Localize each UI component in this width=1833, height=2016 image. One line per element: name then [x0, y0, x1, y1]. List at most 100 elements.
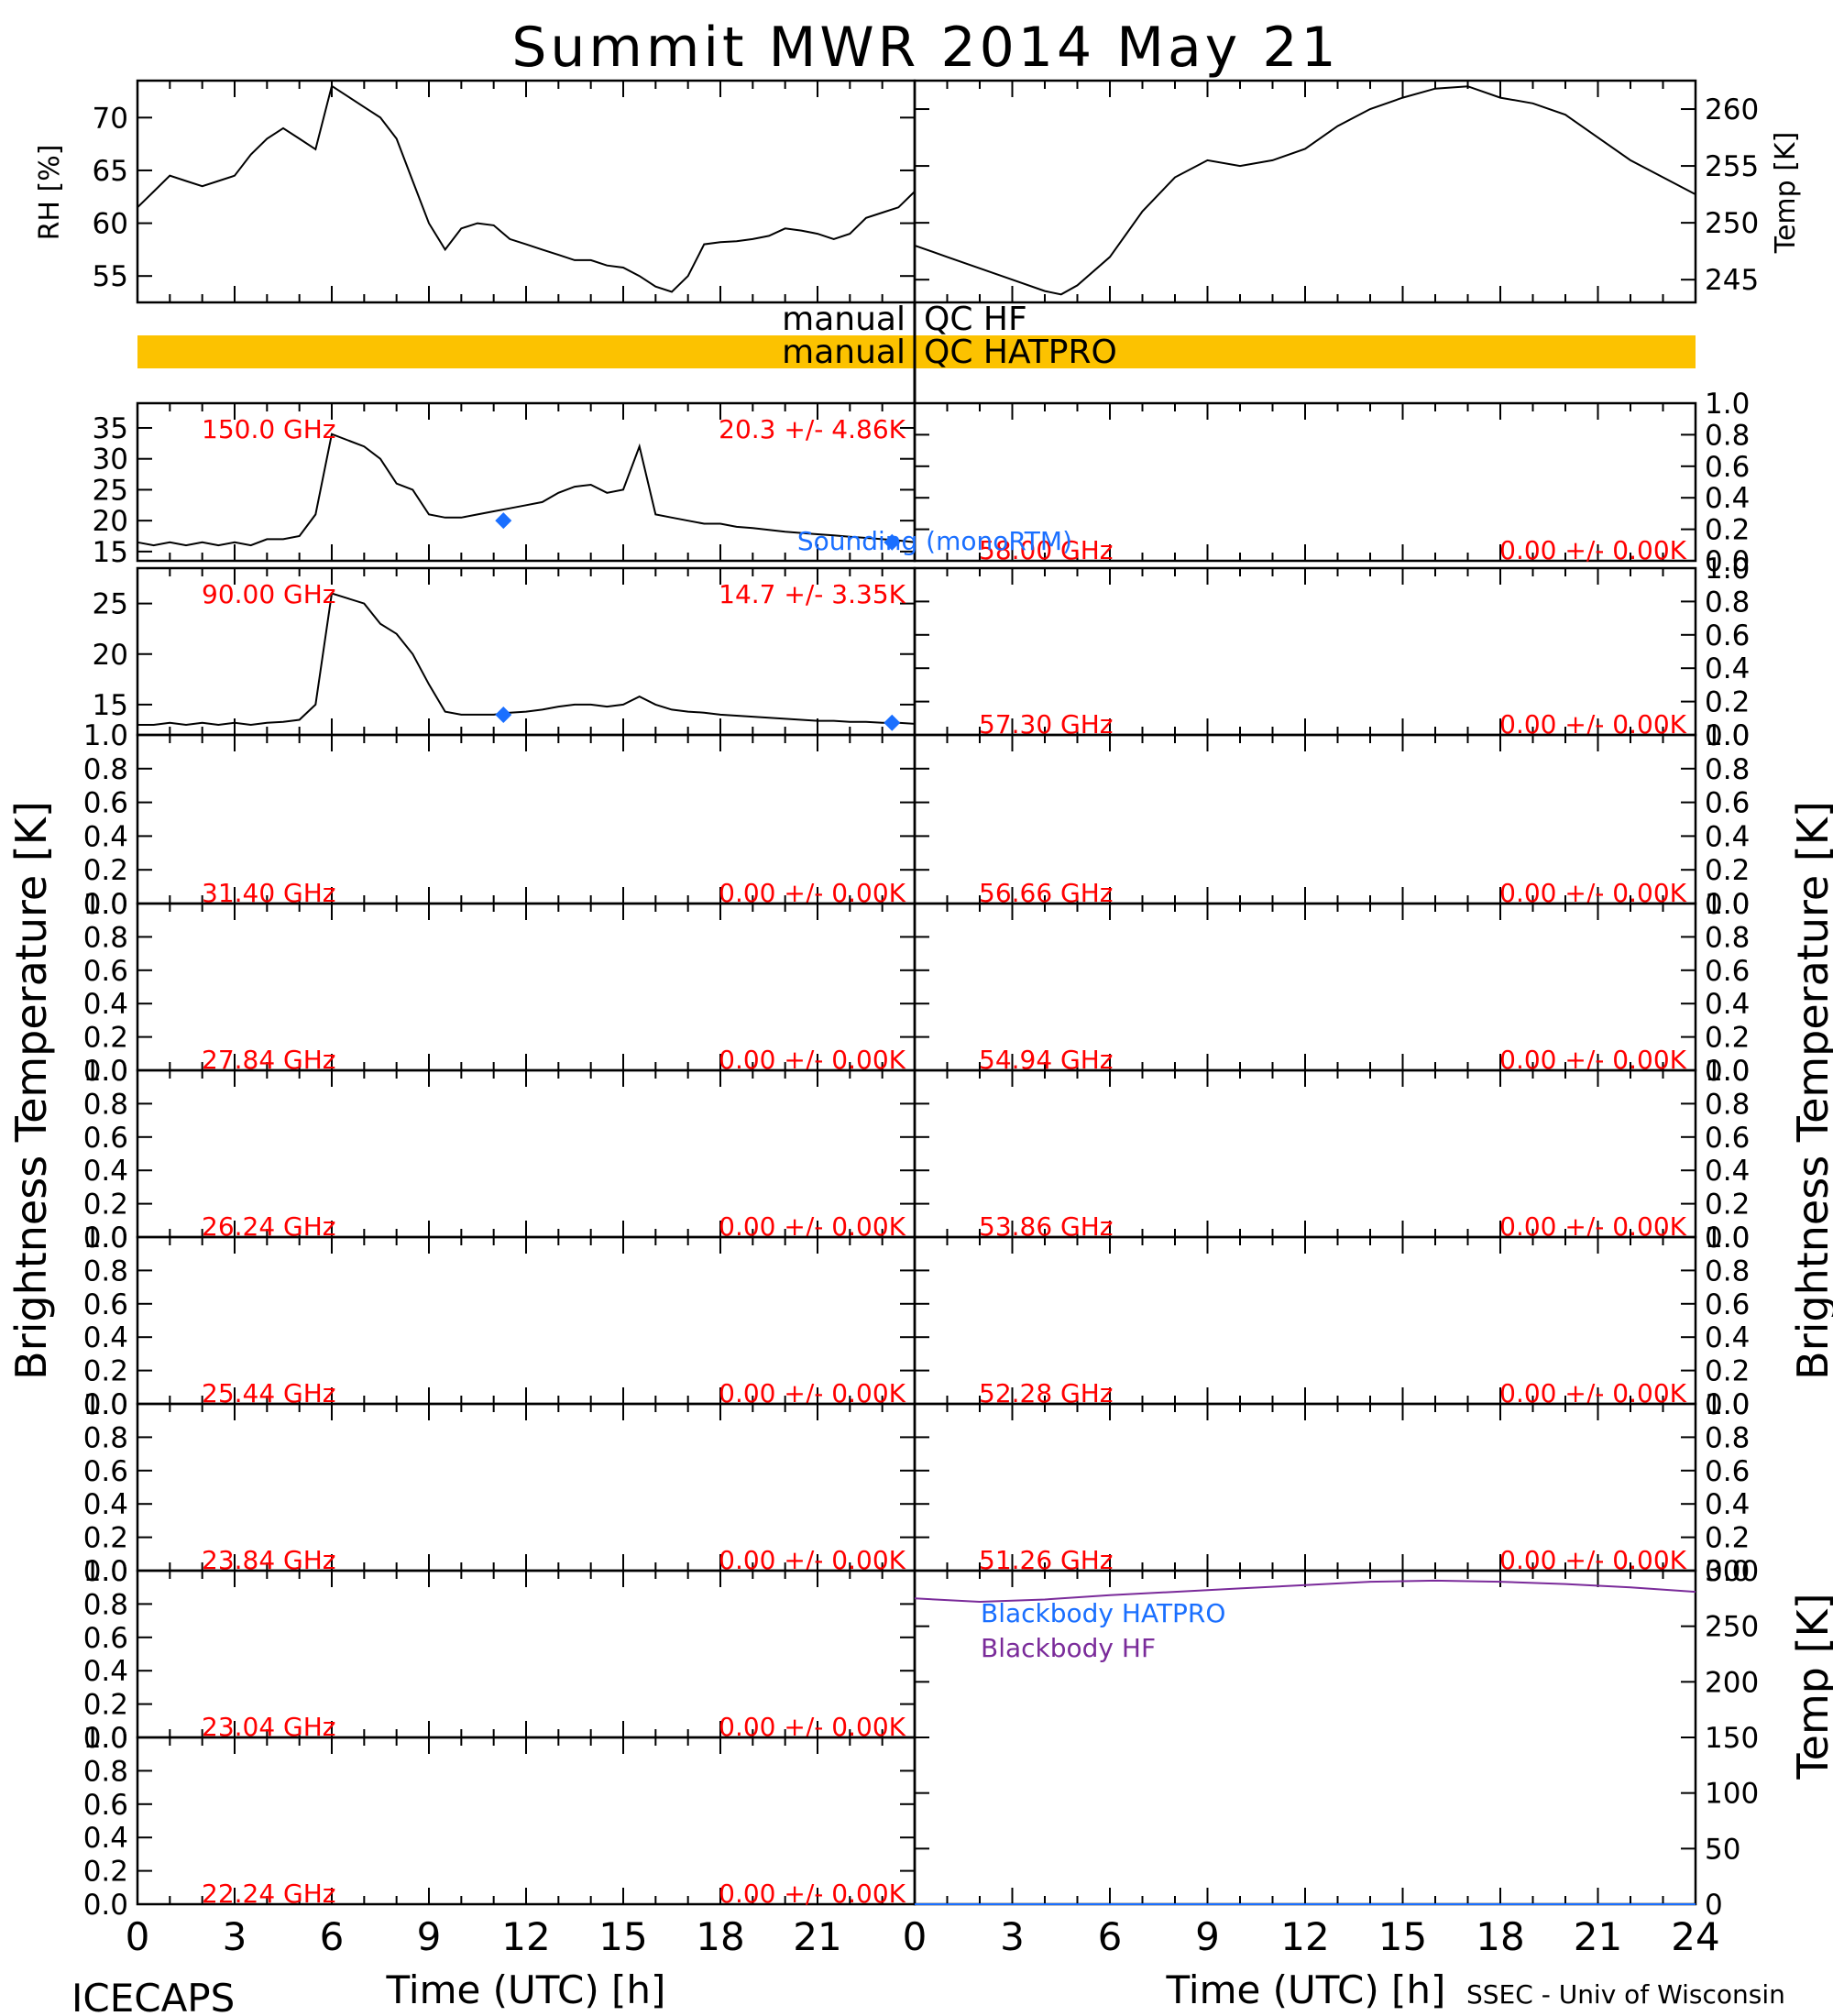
y-tick-label: 0.8 [83, 1588, 128, 1621]
channel-stats: 0.00 +/- 0.00K [1499, 535, 1686, 565]
y-tick-label: 0.6 [83, 1455, 128, 1488]
y-tick-label: 0.8 [83, 1421, 128, 1454]
panel-25-44-ghz: 0.00.20.40.60.81.025.44 GHz 0.00 +/- 0.00… [83, 1222, 916, 1421]
y-tick-label: 1.0 [83, 719, 128, 752]
x-tick-label: 0 [903, 1914, 927, 1959]
y-tick-label: 60 [93, 208, 128, 241]
y-tick-label: 0.8 [1705, 586, 1750, 619]
panel-23-04-ghz: 0.00.20.40.60.81.023.04 GHz 0.00 +/- 0.00… [83, 1555, 916, 1755]
x-tick-label: 24 [1671, 1914, 1719, 1959]
y-tick-label: 0.2 [83, 1522, 128, 1555]
y-tick-label: 0.2 [1705, 1022, 1750, 1055]
y-tick-label: 0.2 [83, 1689, 128, 1722]
y-tick-label: 0.0 [83, 1055, 128, 1088]
y-tick-label: 0.2 [83, 1856, 128, 1889]
y-tick-label: 0.8 [1705, 1088, 1750, 1121]
y-tick-label: 0.6 [1705, 619, 1750, 652]
figure-title: Summit MWR 2014 May 21 [511, 16, 1339, 80]
channel-label: 58.00 GHz [979, 535, 1114, 565]
x-tick-label: 0 [126, 1914, 150, 1959]
qc-hf-label: QC HF [924, 301, 1027, 338]
y-tick-label: 0.0 [1705, 888, 1750, 921]
x-tick-label: 9 [417, 1914, 442, 1959]
y-tick-label: 15 [93, 536, 128, 569]
y-tick-label: 0.6 [1705, 955, 1750, 988]
y-tick-label: 0.8 [1705, 1421, 1750, 1454]
y-tick-label: 25 [93, 474, 128, 507]
qc-hatpro-bar [137, 335, 1696, 368]
rh-axis-label: RH [%] [34, 145, 66, 241]
y-tick-label: 100 [1705, 1778, 1759, 1811]
x-tick-label: 3 [223, 1914, 247, 1959]
y-tick-label: 20 [93, 639, 128, 672]
y-tick-label: 1.0 [83, 1388, 128, 1421]
y-tick-label: 0.6 [83, 955, 128, 988]
y-tick-label: 0.4 [1705, 482, 1750, 515]
y-tick-label: 0.6 [83, 1122, 128, 1155]
y-tick-label: 0.4 [83, 1488, 128, 1521]
x-tick-label: 18 [696, 1914, 744, 1959]
y-tick-label: 0.0 [1705, 1555, 1750, 1588]
x-tick-label: 3 [1000, 1914, 1025, 1959]
footer-icecaps: ICECAPS [71, 1976, 235, 2016]
y-tick-label: 150 [1705, 1722, 1759, 1755]
brightness-axis-label-right: Brightness Temperature [K] [1788, 801, 1833, 1380]
y-tick-label: 1.0 [83, 1555, 128, 1588]
x-tick-label: 18 [1476, 1914, 1524, 1959]
sounding-point [884, 714, 901, 731]
panel-rh: 55 60 65 70 [93, 79, 916, 304]
sounding-point [495, 512, 512, 530]
y-tick-label: 35 [93, 412, 128, 445]
plot-frame [913, 79, 1697, 304]
panel-27-84-ghz: 0.00.20.40.60.81.027.84 GHz 0.00 +/- 0.00… [83, 888, 916, 1088]
panel-57-30-ghz: 0.00.20.40.60.81.057.30 GHz 0.00 +/- 0.00… [913, 553, 1750, 752]
y-tick-label: 65 [93, 155, 128, 188]
temp-axis-label: Temp [K] [1770, 132, 1802, 255]
y-tick-label: 0.6 [1705, 1122, 1750, 1155]
y-tick-label: 15 [93, 689, 128, 722]
series-line-1 [914, 1579, 1696, 1604]
y-tick-label: 0.2 [83, 854, 128, 887]
y-tick-label: 0.0 [1705, 1388, 1750, 1421]
y-tick-label: 0.0 [1705, 1222, 1750, 1255]
y-tick-label: 0.8 [83, 1755, 128, 1788]
series-line [137, 84, 916, 293]
series-line [137, 592, 916, 727]
y-tick-label: 1.0 [1705, 553, 1750, 586]
y-tick-label: 0.0 [83, 888, 128, 921]
legend-bb-hf: Blackbody HF [981, 1633, 1156, 1663]
y-tick-label: 0.6 [1705, 787, 1750, 820]
y-tick-label: 300 [1705, 1555, 1759, 1588]
y-tick-label: 0.0 [83, 1889, 128, 1922]
y-tick-label: 1.0 [83, 1055, 128, 1088]
x-tick-label: 21 [1574, 1914, 1622, 1959]
y-tick-label: 0.8 [83, 921, 128, 954]
y-tick-label: 1.0 [1705, 1055, 1750, 1088]
y-tick-label: 0.4 [83, 1655, 128, 1688]
y-tick-label: 0.8 [1705, 419, 1750, 452]
y-tick-label: 0.2 [83, 1355, 128, 1388]
legend-sounding: Sounding (monoRTM) [797, 526, 1072, 556]
y-tick-label: 0.4 [83, 820, 128, 853]
y-tick-label: 0.0 [1705, 545, 1750, 578]
y-tick-label: 245 [1705, 264, 1759, 297]
y-tick-label: 0.4 [83, 1822, 128, 1855]
panel-31-40-ghz: 0.00.20.40.60.81.031.40 GHz 0.00 +/- 0.00… [83, 719, 916, 921]
channel-label: 90.00 GHz [202, 579, 336, 609]
y-tick-label: 0.2 [1705, 1522, 1750, 1555]
y-tick-label: 0.6 [1705, 1288, 1750, 1321]
y-tick-label: 1.0 [1705, 719, 1750, 752]
y-tick-label: 0.2 [1705, 686, 1750, 719]
channel-stats: 20.3 +/- 4.86K [719, 414, 906, 444]
y-tick-label: 0.2 [1705, 1355, 1750, 1388]
y-tick-label: 255 [1705, 150, 1759, 183]
channel-stats: 0.00 +/- 0.00K [719, 1879, 906, 1909]
x-tick-label: 9 [1195, 1914, 1220, 1959]
qc-hatpro-manual: manual [782, 334, 906, 371]
y-tick-label: 0.4 [83, 988, 128, 1021]
y-tick-label: 0.6 [83, 1288, 128, 1321]
panel-54-94-ghz: 0.00.20.40.60.81.054.94 GHz 0.00 +/- 0.00… [913, 888, 1750, 1088]
y-tick-label: 0.2 [1705, 514, 1750, 547]
